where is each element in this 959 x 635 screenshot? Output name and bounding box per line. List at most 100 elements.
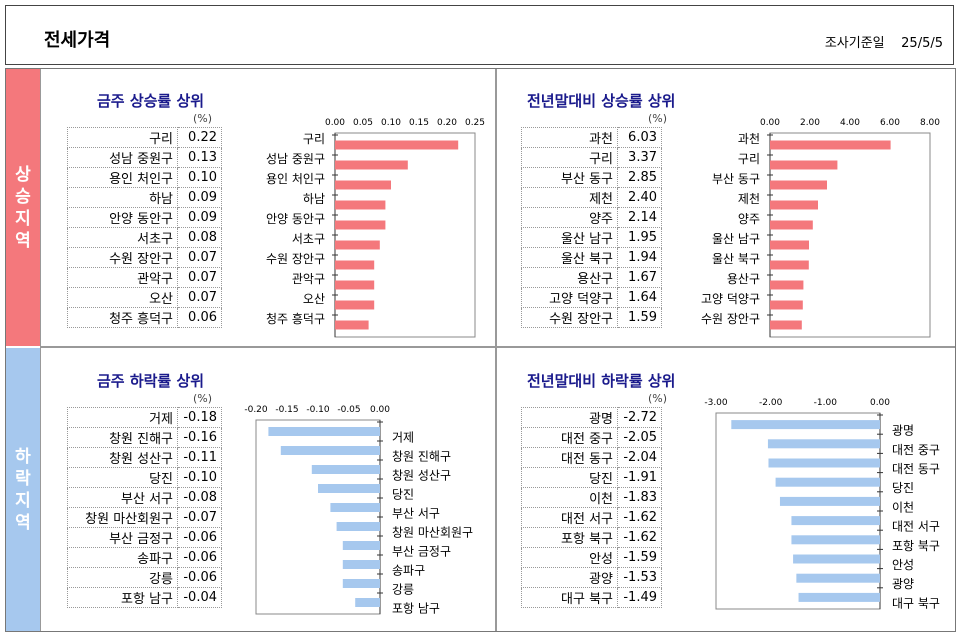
- rise-char: 역: [15, 230, 31, 251]
- region-name: 울산 남구: [521, 227, 618, 248]
- region-name: 광양: [521, 567, 618, 588]
- table-row: 창원 마산회원구 -0.07: [67, 507, 222, 528]
- table-row: 수원 장안구 0.07: [67, 247, 222, 268]
- fall-char: 지: [15, 490, 31, 511]
- region-name: 대구 북구: [521, 587, 618, 608]
- region-name: 창원 진해구: [67, 427, 178, 448]
- change-rate: 0.22: [177, 127, 222, 148]
- table-row: 대전 중구 -2.05: [521, 427, 662, 448]
- change-rate: 6.03: [617, 127, 662, 148]
- change-rate: 0.09: [177, 207, 222, 228]
- table-row: 부산 금정구 -0.06: [67, 527, 222, 548]
- change-rate: 0.08: [177, 227, 222, 248]
- table-row: 이천 -1.83: [521, 487, 662, 508]
- region-name: 안성: [521, 547, 618, 568]
- region-name: 강릉: [67, 567, 178, 588]
- change-rate: -0.08: [177, 487, 222, 508]
- survey-date: 조사기준일 25/5/5: [825, 32, 943, 51]
- region-name: 서초구: [67, 227, 178, 248]
- region-name: 수원 장안구: [67, 247, 178, 268]
- region-name: 수원 장안구: [521, 307, 618, 328]
- region-name: 구리: [67, 127, 178, 148]
- fall-region-label: 하 락 지 역: [6, 348, 40, 631]
- region-name: 당진: [521, 467, 618, 488]
- change-rate: -0.06: [177, 527, 222, 548]
- region-name: 용산구: [521, 267, 618, 288]
- change-rate: 2.14: [617, 207, 662, 228]
- region-name: 과천: [521, 127, 618, 148]
- rise-region-label: 상 승 지 역: [6, 69, 40, 346]
- change-rate: -0.18: [177, 407, 222, 428]
- weekly-rise-title: 금주 상승률 상위: [97, 92, 205, 110]
- weekly-rise-unit: (%): [193, 112, 213, 125]
- table-row: 울산 남구 1.95: [521, 227, 662, 248]
- change-rate: 0.06: [177, 307, 222, 328]
- table-row: 오산 0.07: [67, 287, 222, 308]
- change-rate: -1.53: [617, 567, 662, 588]
- change-rate: -0.11: [177, 447, 222, 468]
- region-name: 대전 서구: [521, 507, 618, 528]
- weekly-rise-table: 구리 0.22 성남 중원구 0.13 용인 처인구 0.10 하남 0.09 안양 동안구 0.…: [67, 127, 222, 328]
- table-row: 안양 동안구 0.09: [67, 207, 222, 228]
- region-name: 부산 동구: [521, 167, 618, 188]
- table-row: 대전 서구 -1.62: [521, 507, 662, 528]
- region-name: 광명: [521, 407, 618, 428]
- change-rate: -0.04: [177, 587, 222, 608]
- table-row: 안성 -1.59: [521, 547, 662, 568]
- ytd-fall-title: 전년말대비 하락률 상위: [527, 372, 676, 390]
- change-rate: -2.05: [617, 427, 662, 448]
- table-row: 청주 흥덕구 0.06: [67, 307, 222, 328]
- region-name: 거제: [67, 407, 178, 428]
- change-rate: -0.16: [177, 427, 222, 448]
- weekly-fall-unit: (%): [193, 392, 213, 405]
- change-rate: 0.07: [177, 247, 222, 268]
- change-rate: 0.07: [177, 267, 222, 288]
- change-rate: -0.06: [177, 547, 222, 568]
- rise-char: 승: [15, 186, 31, 207]
- survey-date-label: 조사기준일: [824, 36, 885, 51]
- table-row: 제천 2.40: [521, 187, 662, 208]
- change-rate: -1.83: [617, 487, 662, 508]
- region-name: 이천: [521, 487, 618, 508]
- table-row: 관악구 0.07: [67, 267, 222, 288]
- table-row: 하남 0.09: [67, 187, 222, 208]
- change-rate: 0.09: [177, 187, 222, 208]
- table-row: 구리 3.37: [521, 147, 662, 168]
- table-row: 당진 -0.10: [67, 467, 222, 488]
- table-row: 대전 동구 -2.04: [521, 447, 662, 468]
- change-rate: 0.10: [177, 167, 222, 188]
- table-row: 창원 성산구 -0.11: [67, 447, 222, 468]
- region-name: 양주: [521, 207, 618, 228]
- region-name: 포항 남구: [67, 587, 178, 608]
- table-row: 구리 0.22: [67, 127, 222, 148]
- fall-char: 역: [15, 512, 31, 533]
- change-rate: 3.37: [617, 147, 662, 168]
- table-row: 울산 북구 1.94: [521, 247, 662, 268]
- change-rate: 1.94: [617, 247, 662, 268]
- table-row: 수원 장안구 1.59: [521, 307, 662, 328]
- change-rate: 0.07: [177, 287, 222, 308]
- change-rate: -1.62: [617, 527, 662, 548]
- change-rate: 2.40: [617, 187, 662, 208]
- region-name: 성남 중원구: [67, 147, 178, 168]
- region-name: 대전 동구: [521, 447, 618, 468]
- table-row: 광양 -1.53: [521, 567, 662, 588]
- region-name: 제천: [521, 187, 618, 208]
- change-rate: 0.13: [177, 147, 222, 168]
- region-name: 부산 금정구: [67, 527, 178, 548]
- rise-char: 지: [15, 208, 31, 229]
- table-row: 양주 2.14: [521, 207, 662, 228]
- table-row: 과천 6.03: [521, 127, 662, 148]
- region-name: 당진: [67, 467, 178, 488]
- table-row: 부산 서구 -0.08: [67, 487, 222, 508]
- table-row: 서초구 0.08: [67, 227, 222, 248]
- region-name: 포항 북구: [521, 527, 618, 548]
- rise-char: 상: [15, 164, 31, 185]
- change-rate: -1.59: [617, 547, 662, 568]
- change-rate: -2.72: [617, 407, 662, 428]
- region-name: 창원 성산구: [67, 447, 178, 468]
- change-rate: -2.04: [617, 447, 662, 468]
- table-row: 부산 동구 2.85: [521, 167, 662, 188]
- table-row: 송파구 -0.06: [67, 547, 222, 568]
- change-rate: -0.06: [177, 567, 222, 588]
